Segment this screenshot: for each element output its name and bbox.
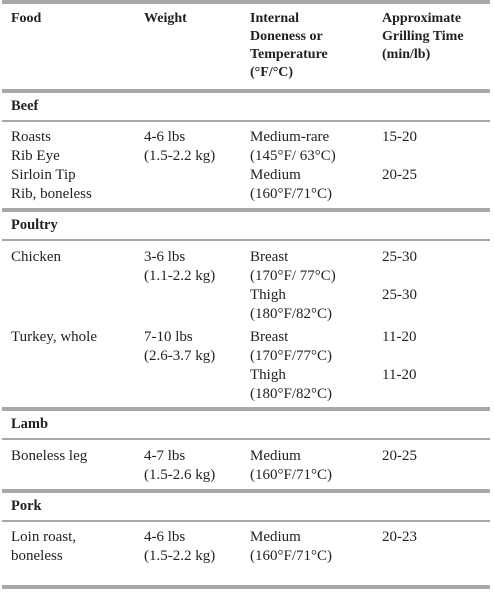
header-grilling-time: Approximate [382, 11, 462, 26]
weight-cell: (2.6-3.7 kg) [144, 348, 216, 364]
doneness-cell: Medium [250, 529, 301, 545]
section-rule [2, 407, 490, 411]
header-doneness: Doneness or [250, 29, 323, 44]
weight-cell: (1.5-2.2 kg) [144, 148, 216, 164]
doneness-cell: (170°F/77°C) [250, 348, 333, 364]
food-cell: Chicken [11, 249, 61, 265]
section-rule [2, 239, 490, 241]
header-food: Food [11, 11, 42, 26]
weight-cell: 7-10 lbs [144, 329, 193, 345]
weight-cell: (1.5-2.2 kg) [144, 548, 216, 564]
weight-cell: (1.5-2.6 kg) [144, 467, 216, 483]
weight-cell: 4-6 lbs [144, 129, 186, 145]
doneness-cell: (145°F/ 63°C) [250, 148, 336, 164]
food-cell: Rib, boneless [11, 186, 92, 202]
section-rule [2, 520, 490, 522]
doneness-cell: (180°F/82°C) [250, 306, 333, 322]
section-heading-poultry: Poultry [11, 217, 58, 233]
time-cell: 11-20 [382, 329, 417, 345]
section-heading-beef: Beef [11, 98, 39, 114]
food-cell: Loin roast, [11, 529, 76, 545]
food-cell: Rib Eye [11, 148, 60, 164]
section-rule [2, 489, 490, 493]
table-top-rule [2, 0, 490, 4]
time-cell: 15-20 [382, 129, 417, 145]
time-cell: 20-25 [382, 167, 417, 183]
time-cell: 11-20 [382, 367, 417, 383]
section-heading-pork: Pork [11, 498, 42, 514]
header-doneness: (°F/°C) [250, 65, 294, 80]
doneness-cell: Breast [250, 329, 289, 345]
table-bottom-rule [2, 585, 490, 589]
header-bottom-rule [2, 89, 490, 93]
doneness-cell: Breast [250, 249, 289, 265]
weight-cell: 4-6 lbs [144, 529, 186, 545]
header-grilling-time: Grilling Time [382, 29, 464, 44]
section-heading-lamb: Lamb [11, 416, 49, 432]
doneness-cell: (170°F/ 77°C) [250, 268, 336, 284]
header-doneness: Internal [250, 11, 299, 26]
doneness-cell: Thigh [250, 367, 286, 383]
weight-cell: (1.1-2.2 kg) [144, 268, 216, 284]
weight-cell: 4-7 lbs [144, 448, 186, 464]
food-cell: Sirloin Tip [11, 167, 76, 183]
doneness-cell: Thigh [250, 287, 286, 303]
header-doneness: Temperature [250, 47, 328, 62]
header-grilling-time: (min/lb) [382, 47, 431, 62]
section-rule [2, 438, 490, 440]
doneness-cell: Medium [250, 448, 301, 464]
section-rule [2, 208, 490, 212]
food-cell: Boneless leg [11, 448, 88, 464]
doneness-cell: (160°F/71°C) [250, 467, 333, 483]
food-cell: Roasts [11, 129, 52, 145]
doneness-cell: Medium-rare [250, 129, 330, 145]
time-cell: 25-30 [382, 249, 417, 265]
food-cell: Turkey, whole [11, 329, 97, 345]
doneness-cell: (180°F/82°C) [250, 386, 333, 402]
weight-cell: 3-6 lbs [144, 249, 186, 265]
time-cell: 20-25 [382, 448, 417, 464]
time-cell: 20-23 [382, 529, 417, 545]
doneness-cell: (160°F/71°C) [250, 548, 333, 564]
food-cell: boneless [11, 548, 63, 564]
doneness-cell: (160°F/71°C) [250, 186, 333, 202]
doneness-cell: Medium [250, 167, 301, 183]
header-weight: Weight [144, 11, 187, 26]
time-cell: 25-30 [382, 287, 417, 303]
section-rule [2, 120, 490, 122]
